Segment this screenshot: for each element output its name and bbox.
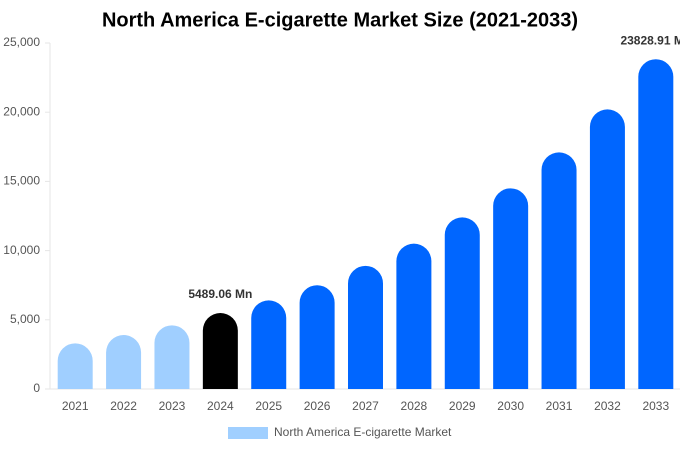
bar — [493, 188, 529, 389]
x-tick-label: 2030 — [497, 399, 524, 413]
value-label: 5489.06 Mn — [188, 287, 252, 301]
legend-label: North America E-cigarette Market — [274, 425, 452, 439]
x-tick-label: 2021 — [62, 399, 89, 413]
x-tick-label: 2031 — [546, 399, 573, 413]
bar — [396, 243, 432, 389]
x-tick-label: 2028 — [401, 399, 428, 413]
bar — [299, 285, 335, 389]
bar — [202, 313, 238, 389]
x-tick-label: 2023 — [159, 399, 186, 413]
bar — [348, 265, 383, 389]
x-tick-label: 2027 — [352, 399, 379, 413]
x-tick-label: 2033 — [642, 399, 669, 413]
y-tick-label: 5,000 — [10, 312, 40, 326]
legend-swatch — [228, 427, 268, 439]
x-tick-label: 2026 — [304, 399, 331, 413]
y-tick-label: 20,000 — [3, 104, 40, 118]
y-tick-label: 0 — [33, 381, 40, 395]
x-tick-label: 2029 — [449, 399, 476, 413]
y-tick-label: 15,000 — [3, 174, 40, 188]
bar — [154, 325, 190, 389]
bar — [57, 343, 93, 389]
bar — [638, 59, 674, 390]
chart-title: North America E-cigarette Market Size (2… — [102, 9, 578, 31]
x-tick-label: 2024 — [207, 399, 234, 413]
bar — [251, 300, 287, 389]
x-tick-label: 2032 — [594, 399, 621, 413]
bar — [106, 335, 142, 389]
y-tick-label: 10,000 — [3, 243, 40, 257]
value-label: 23828.91 Mn — [620, 33, 680, 47]
x-tick-label: 2025 — [255, 399, 282, 413]
y-tick-label: 25,000 — [3, 35, 40, 49]
bar — [589, 109, 625, 389]
bar — [541, 152, 577, 389]
x-tick-label: 2022 — [110, 399, 137, 413]
bar — [444, 217, 480, 389]
